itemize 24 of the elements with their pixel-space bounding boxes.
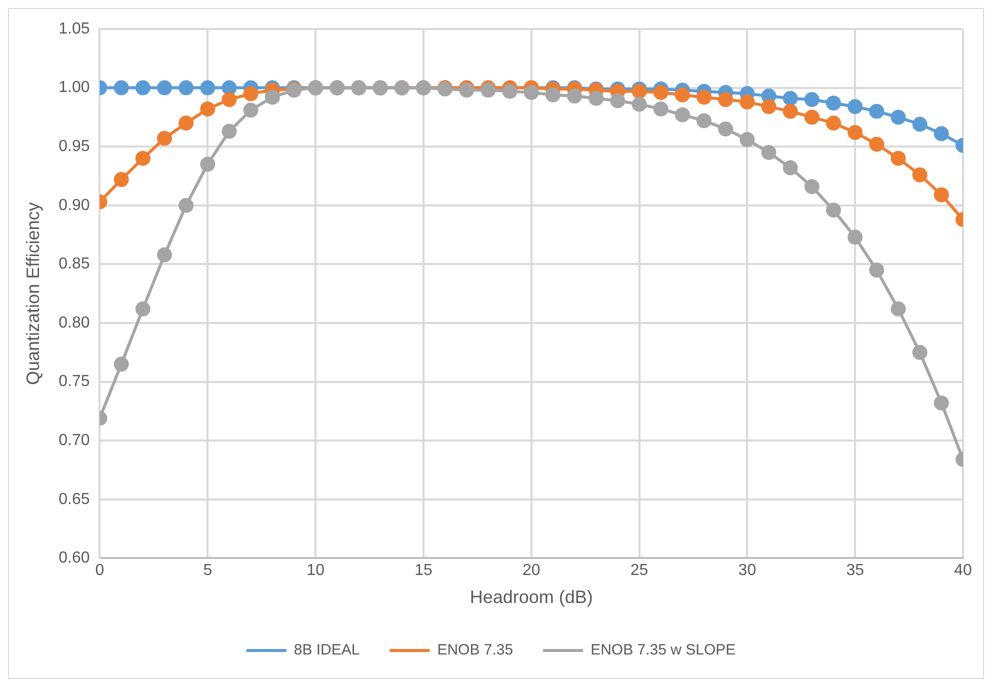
x-tick-label: 20 [522,562,540,580]
x-tick-label: 10 [306,562,325,580]
x-axis-title: Headroom (dB) [470,587,593,608]
y-tick-label: 0.65 [58,490,90,508]
x-tick-label: 35 [846,562,864,580]
y-tick-label: 0.75 [58,373,90,390]
x-tick-label: 15 [414,562,432,580]
y-axis-title: Quantization Efficiency [22,202,43,385]
legend-label: ENOB 7.35 w SLOPE [590,642,736,659]
y-tick-label: 1.00 [58,79,90,96]
y-tick-label: 0.70 [58,432,90,450]
x-tick-label: 25 [630,562,648,580]
x-tick-label: 30 [738,562,756,580]
y-tick-label: 1.05 [58,20,90,38]
y-tick-label: 0.95 [58,138,90,156]
x-tick-label: 0 [95,562,104,580]
x-tick-label: 40 [954,562,972,580]
x-tick-label: 5 [203,562,212,580]
y-tick-label: 0.60 [58,550,90,567]
y-tick-label: 0.80 [58,314,90,332]
y-tick-label: 0.90 [58,196,90,214]
legend-label: ENOB 7.35 [437,642,514,659]
legend-label: 8B IDEAL [294,642,360,659]
y-tick-label: 0.85 [58,256,90,273]
